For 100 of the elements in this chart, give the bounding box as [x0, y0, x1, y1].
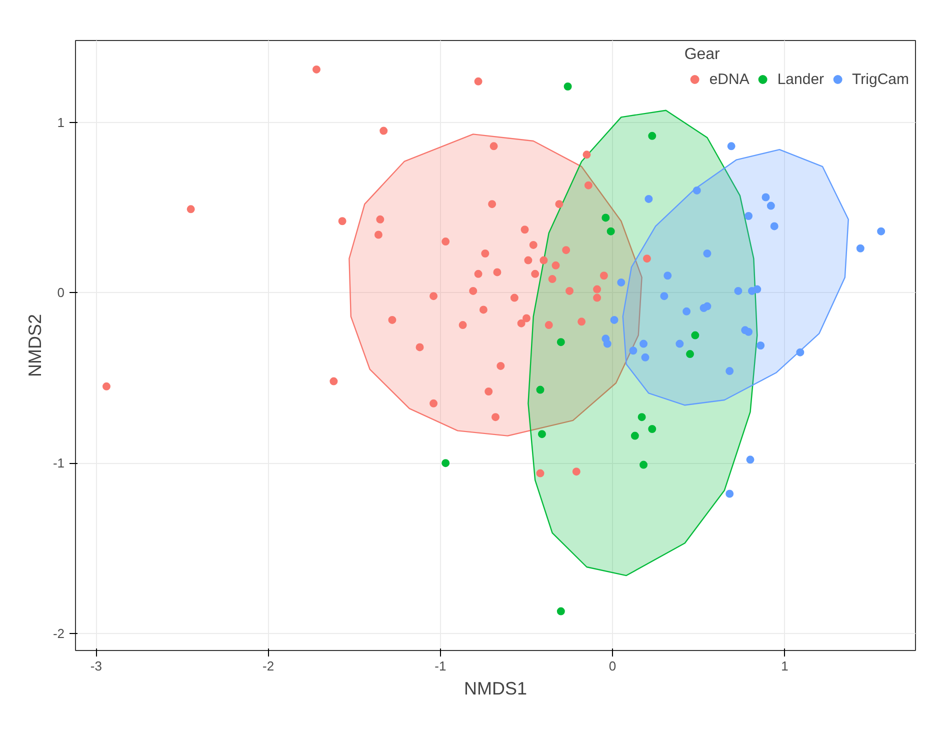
point — [469, 286, 478, 295]
point — [638, 413, 646, 422]
point — [770, 222, 778, 230]
point — [617, 278, 626, 286]
point — [442, 238, 450, 246]
point — [430, 292, 438, 300]
point — [603, 340, 612, 348]
point — [640, 460, 648, 469]
point — [102, 382, 110, 390]
point — [517, 319, 526, 328]
x-tick-label: -1 — [434, 658, 446, 674]
point — [727, 142, 736, 150]
point — [531, 270, 540, 278]
point — [330, 377, 338, 386]
point — [762, 193, 770, 202]
x-tick-label: 0 — [608, 658, 616, 674]
point — [186, 205, 195, 214]
x-tick-label: -2 — [262, 658, 274, 674]
point — [474, 77, 482, 86]
point — [610, 316, 618, 324]
point — [493, 268, 502, 276]
point — [703, 302, 712, 310]
y-tick-label: 0 — [57, 285, 65, 300]
point — [556, 607, 565, 616]
point — [564, 82, 572, 90]
x-axis-title: NMDS1 — [464, 678, 528, 698]
point — [312, 65, 320, 74]
legend-title: Gear — [684, 46, 721, 64]
point — [644, 194, 653, 203]
point — [556, 338, 565, 346]
point — [430, 399, 438, 408]
point — [629, 346, 638, 355]
point — [593, 285, 602, 294]
point — [606, 227, 615, 236]
y-tick-label: -1 — [52, 456, 65, 471]
point — [529, 240, 538, 249]
point — [522, 314, 530, 322]
point — [744, 212, 753, 220]
point — [555, 200, 564, 208]
point — [572, 468, 580, 476]
y-axis-title: NMDS2 — [24, 314, 45, 378]
point — [676, 340, 684, 348]
point — [648, 132, 656, 140]
point — [540, 256, 548, 264]
point — [562, 246, 570, 254]
point — [492, 413, 500, 422]
point — [484, 388, 493, 396]
point — [578, 318, 586, 326]
point — [641, 353, 650, 362]
point — [703, 249, 712, 258]
point — [746, 456, 754, 464]
point — [726, 367, 734, 376]
point — [388, 316, 396, 324]
point — [642, 254, 651, 263]
legend-label: TrigCam — [852, 70, 909, 88]
point — [520, 226, 529, 234]
point — [374, 230, 382, 239]
point — [648, 425, 656, 433]
point — [796, 348, 804, 356]
point — [338, 217, 346, 226]
point — [726, 490, 734, 498]
point — [442, 459, 450, 468]
point — [536, 469, 544, 478]
point — [664, 272, 672, 280]
point — [481, 249, 490, 258]
point — [753, 285, 762, 294]
y-tick-label: 1 — [57, 114, 65, 130]
x-tick-label: 1 — [781, 658, 788, 674]
point — [856, 244, 864, 252]
x-tick-label: -3 — [90, 658, 102, 674]
point — [496, 362, 505, 370]
point — [552, 261, 560, 270]
point — [458, 321, 467, 330]
point — [584, 181, 592, 190]
point — [536, 386, 544, 394]
point — [766, 202, 775, 210]
point — [474, 270, 482, 278]
point — [877, 227, 886, 236]
point — [692, 186, 701, 194]
point — [544, 321, 553, 330]
legend-label: Lander — [777, 70, 824, 88]
point — [640, 340, 648, 348]
point — [660, 292, 668, 300]
point — [548, 275, 556, 284]
point — [602, 214, 610, 222]
point — [416, 343, 424, 352]
point — [566, 286, 574, 295]
legend-label: eDNA — [709, 70, 750, 88]
point — [744, 328, 753, 336]
point — [490, 142, 498, 150]
point — [582, 150, 591, 159]
point — [756, 342, 765, 350]
point — [630, 432, 639, 440]
point — [734, 286, 742, 295]
point — [691, 331, 700, 340]
point — [686, 350, 694, 358]
y-tick-label: -2 — [52, 626, 65, 641]
point — [380, 126, 388, 135]
point — [524, 256, 532, 264]
point — [538, 430, 546, 438]
